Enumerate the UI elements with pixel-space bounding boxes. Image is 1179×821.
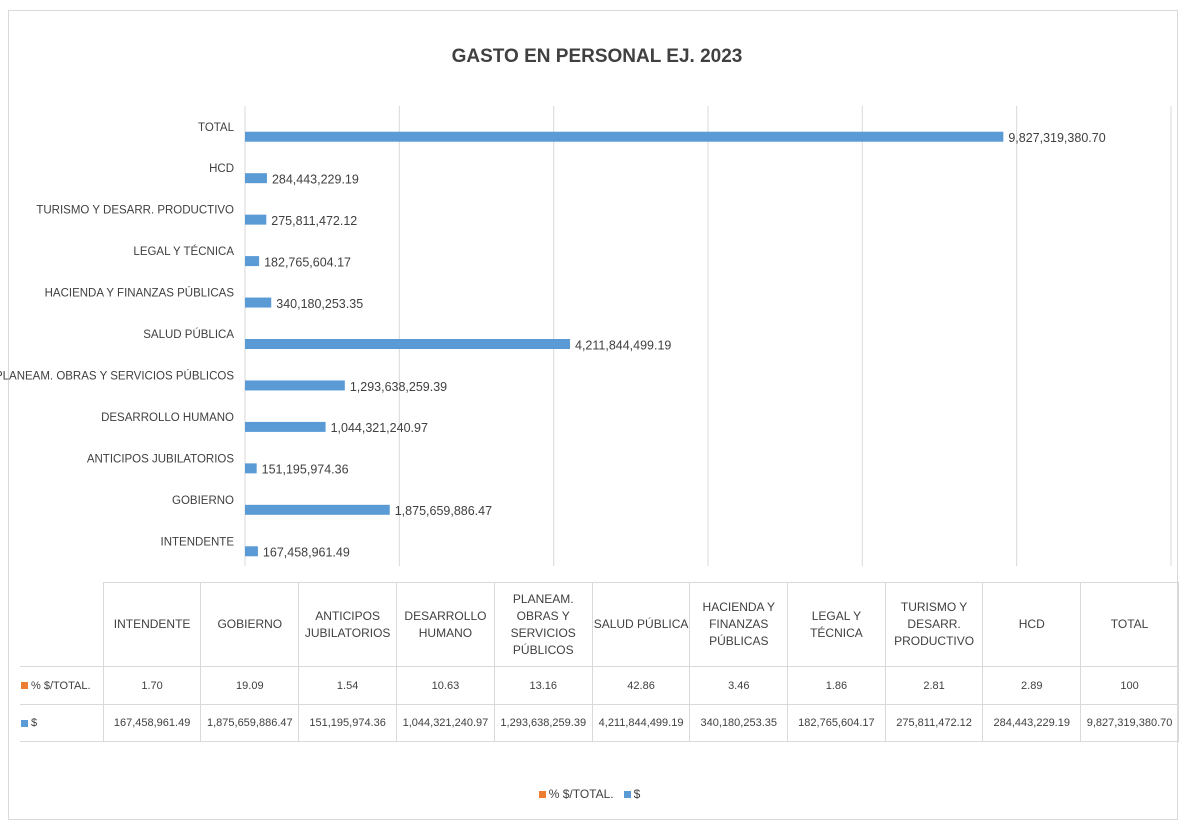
legend-key (21, 719, 28, 727)
table-corner (20, 582, 104, 667)
table-cell: 3.46 (689, 666, 789, 705)
data-label: 1,875,659,886.47 (395, 504, 492, 518)
table-header: PLANEAM. OBRAS Y SERVICIOS PÚBLICOS (493, 582, 593, 667)
table-cell: 182,765,604.17 (787, 704, 886, 742)
table-cell: 19.09 (200, 666, 300, 705)
table-cell: 2.89 (982, 666, 1082, 705)
row-label: % $/TOTAL. (31, 679, 91, 692)
bar (245, 339, 571, 349)
table-cell: 1.70 (102, 666, 202, 705)
row-label: $ (31, 717, 38, 729)
table-header-row: INTENDENTE GOBIERNO ANTICIPOS JUBILATORIOS… (20, 582, 1179, 667)
table-header: LEGAL Y TÉCNICA (787, 582, 886, 667)
table-header: SALUD PÚBLICA (591, 582, 691, 667)
bar (245, 421, 326, 432)
table-header: INTENDENTE (102, 582, 202, 667)
legend-label: $ (633, 787, 641, 801)
bar (245, 463, 257, 474)
bar (245, 504, 390, 515)
table-cell: 1,293,638,259.39 (493, 704, 593, 742)
table-header: HACIENDA Y FINANZAS PÚBLICAS (689, 582, 789, 667)
y-tick-label: GOBIERNO (172, 495, 234, 507)
y-tick-label: TURISMO Y DESARR. PRODUCTIVO (36, 205, 234, 217)
table-cell: 275,811,472.12 (884, 704, 984, 742)
y-tick-label: TOTAL (198, 122, 235, 134)
table-header: TOTAL (1080, 582, 1179, 667)
chart-title: GASTO EN PERSONAL EJ. 2023 (452, 46, 743, 67)
table-cell: 1.54 (298, 666, 398, 705)
table-cell: 340,180,253.35 (689, 704, 789, 742)
data-label: 167,458,961.49 (263, 546, 350, 560)
data-label: 9,827,319,380.70 (1008, 131, 1105, 145)
table-cell: 2.81 (884, 666, 984, 705)
table-header: ANTICIPOS JUBILATORIOS (298, 582, 398, 667)
data-label: 275,811,472.12 (271, 214, 357, 228)
legend-item: $ (623, 787, 641, 801)
legend-label: % $/TOTAL. (548, 787, 614, 801)
y-tick-label: PLANEAM. OBRAS Y SERVICIOS PÚBLICOS (0, 369, 234, 382)
legend-key (21, 682, 28, 690)
bar (245, 214, 267, 225)
table-cell: 1,875,659,886.47 (200, 704, 300, 742)
y-tick-label: LEGAL Y TÉCNICA (133, 245, 234, 258)
table-header: HCD (982, 582, 1082, 667)
data-label: 182,765,604.17 (264, 255, 351, 269)
table-cell: 167,458,961.49 (102, 704, 202, 742)
chart-frame (8, 10, 1178, 820)
table-cell: 42.86 (591, 666, 691, 705)
data-label: 340,180,253.35 (276, 297, 363, 311)
bar (245, 380, 345, 391)
y-tick-label: HCD (209, 163, 234, 175)
data-table: INTENDENTE GOBIERNO ANTICIPOS JUBILATORIOS… (20, 582, 1179, 742)
legend: % $/TOTAL. $ (0, 787, 1179, 801)
table-cell: 4,211,844,499.19 (591, 704, 691, 742)
table-header: TURISMO Y DESARR. PRODUCTIVO (884, 582, 984, 667)
table-cell: 151,195,974.36 (298, 704, 398, 742)
table-cell: 1.86 (787, 666, 886, 705)
table-cell: 284,443,229.19 (982, 704, 1082, 742)
legend-key (538, 791, 546, 799)
table-row: % $/TOTAL. 1.70 19.09 1.54 10.63 13.16 42.86 3.… (20, 666, 1179, 705)
table-header: DESARROLLO HUMANO (396, 582, 495, 667)
table-cell: 10.63 (396, 666, 495, 705)
data-label: 284,443,229.19 (272, 172, 359, 186)
table-header: GOBIERNO (200, 582, 300, 667)
y-tick-label: ANTICIPOS JUBILATORIOS (87, 453, 235, 465)
table-row-header: $ (20, 704, 104, 742)
data-label: 1,044,321,240.97 (331, 421, 428, 435)
bar (245, 173, 267, 184)
table-cell: 13.16 (493, 666, 593, 705)
table-row: $167,458,961.49 1,875,659,886.47 151,195,9… (20, 704, 1179, 742)
data-label: 1,293,638,259.39 (350, 380, 447, 394)
y-tick-label: DESARROLLO HUMANO (101, 412, 234, 424)
table-cell: 9,827,319,380.70 (1080, 704, 1179, 742)
table-row-header: % $/TOTAL. (20, 666, 104, 705)
bar (245, 297, 272, 308)
bar (245, 256, 260, 267)
y-tick-label: SALUD PÚBLICA (143, 328, 234, 341)
bar (245, 546, 258, 557)
legend-item: % $/TOTAL. (538, 787, 614, 801)
legend-key (623, 791, 631, 799)
data-label: 151,195,974.36 (262, 463, 349, 477)
bar (245, 131, 1004, 142)
y-tick-label: HACIENDA Y FINANZAS PÚBLICAS (45, 287, 235, 300)
y-tick-label: INTENDENTE (161, 536, 235, 548)
table-cell: 1,044,321,240.97 (396, 704, 495, 742)
table-cell: 100 (1080, 666, 1179, 705)
data-label: 4,211,844,499.19 (575, 338, 671, 352)
